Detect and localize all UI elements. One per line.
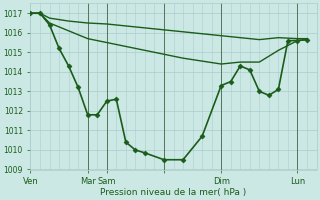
X-axis label: Pression niveau de la mer( hPa ): Pression niveau de la mer( hPa ) bbox=[100, 188, 247, 197]
